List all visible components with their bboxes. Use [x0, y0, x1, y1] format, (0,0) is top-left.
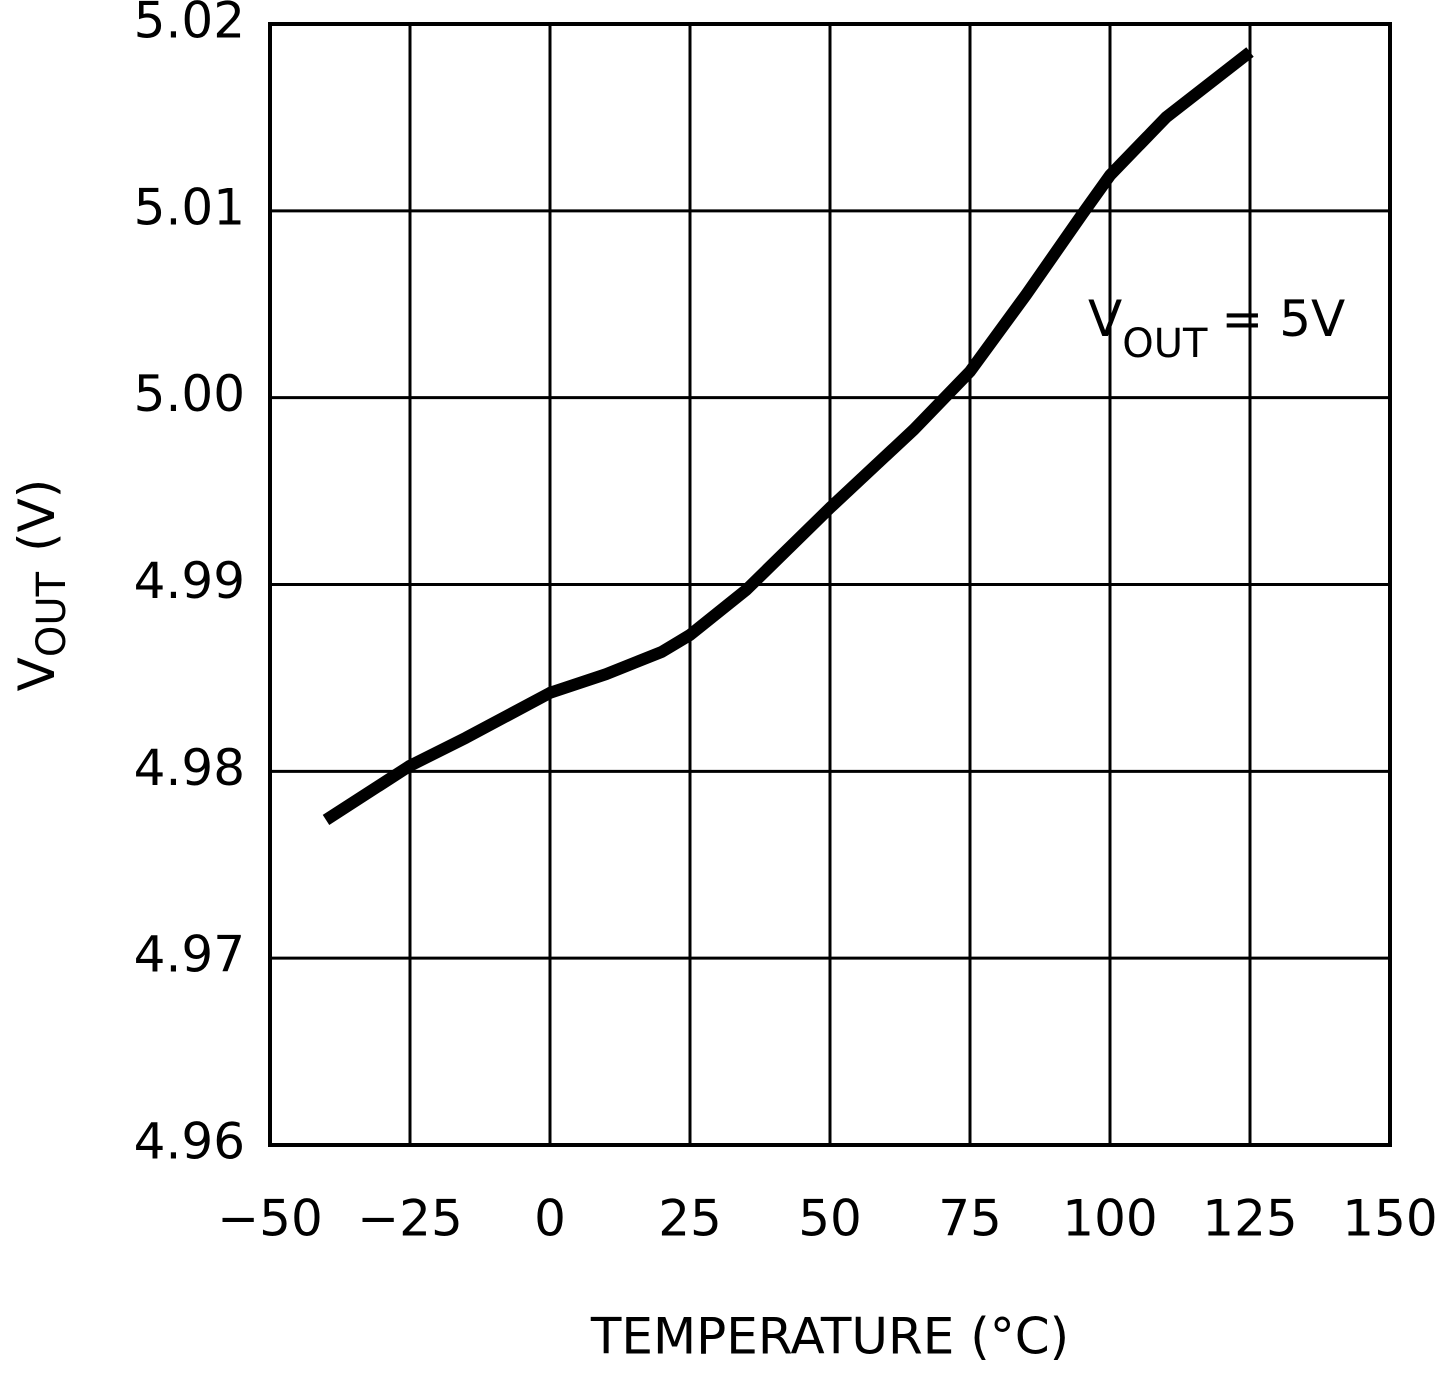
y-tick-label: 4.98: [134, 739, 245, 797]
annotation-subscript: OUT: [1122, 321, 1208, 367]
x-tick-label: 0: [534, 1190, 566, 1248]
plot-border: [268, 22, 1392, 1147]
data-line: [322, 47, 1254, 825]
annotation-symbol: V: [1088, 290, 1122, 348]
y-tick-label: 5.02: [134, 0, 245, 50]
x-tick-label: −50: [217, 1190, 323, 1248]
x-tick-label: 100: [1062, 1190, 1157, 1248]
y-axis-label: VOUT (V): [8, 479, 76, 692]
y-tick-label: 4.97: [134, 926, 245, 984]
y-label-unit: (V): [8, 479, 66, 552]
x-axis-label: TEMPERATURE (°C): [590, 1308, 1069, 1366]
annotation-text: = 5V: [1221, 290, 1345, 348]
x-tick-label: −25: [357, 1190, 463, 1248]
x-tick-label: 150: [1342, 1190, 1437, 1248]
y-label-symbol: V: [8, 657, 66, 691]
annotation: VOUT = 5V: [1088, 290, 1345, 368]
x-tick-label: 125: [1202, 1190, 1297, 1248]
x-tick-label: 50: [798, 1190, 862, 1248]
y-tick-label: 5.00: [134, 365, 245, 423]
y-tick-label: 5.01: [134, 178, 245, 236]
y-label-subscript: OUT: [29, 571, 75, 657]
x-tick-label: 75: [938, 1190, 1002, 1248]
y-tick-label: 4.99: [134, 552, 245, 610]
y-tick-label: 4.96: [134, 1113, 245, 1171]
x-tick-label: 25: [658, 1190, 722, 1248]
